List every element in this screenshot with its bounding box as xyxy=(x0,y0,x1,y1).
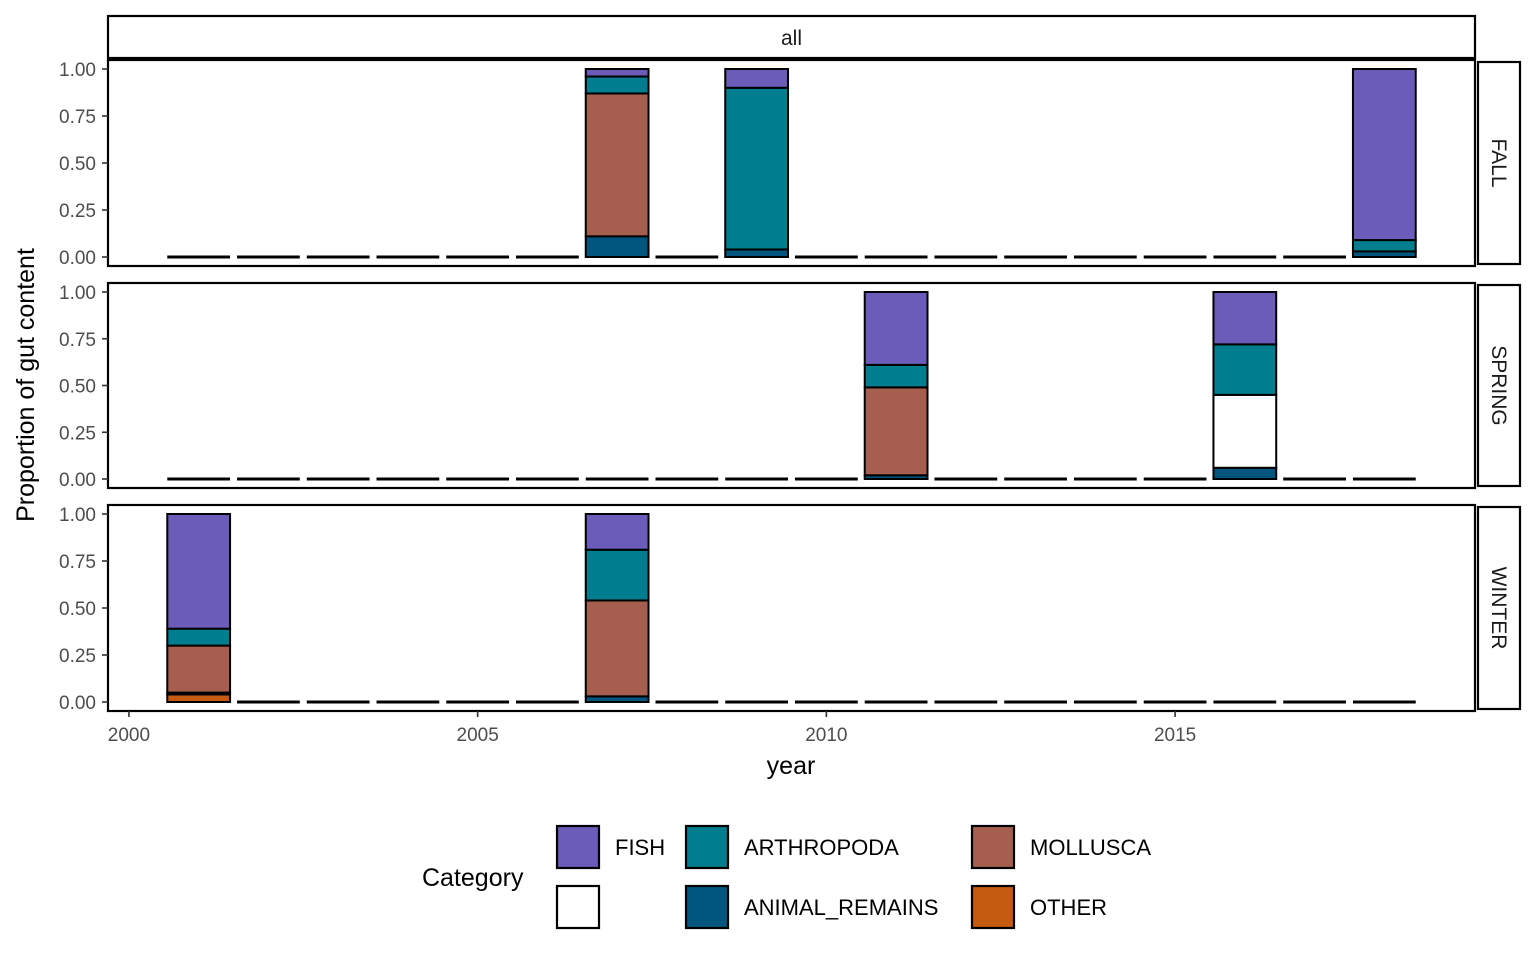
segment-animal-remains xyxy=(724,248,790,258)
facet-strip-spring xyxy=(1476,283,1522,488)
segment-mollusca xyxy=(863,386,929,477)
legend-item-fish: FISH xyxy=(555,824,665,870)
legend-item-animal-remains: ANIMAL_REMAINS xyxy=(684,884,938,930)
legend-swatch xyxy=(684,884,730,930)
facet-strip-top-label: all xyxy=(781,27,802,50)
segment-mollusca xyxy=(584,92,650,238)
bar-fall-2007 xyxy=(584,68,650,259)
panel-winter: WINTER 0.00 0.25 0.50 0.75 1.00 xyxy=(59,503,1522,714)
legend-label: OTHER xyxy=(1030,895,1107,920)
facet-strip-top-box xyxy=(106,14,1477,60)
segment-arthropoda xyxy=(166,627,232,647)
legend-swatch xyxy=(970,824,1016,870)
y-tick-label: 0.50 xyxy=(59,377,96,398)
legend: Category FISH ARTHROPODA MOLLUSCA ANIMAL_RE… xyxy=(422,824,1151,930)
legend-label: ARTHROPODA xyxy=(744,835,899,860)
segment-arthropoda xyxy=(584,75,650,95)
x-tick-label: 2010 xyxy=(805,725,847,746)
segment-other xyxy=(166,693,232,703)
facet-strip-label-spring: SPRING xyxy=(1487,345,1510,426)
segment-fish xyxy=(1212,291,1278,346)
y-tick-label: 0.00 xyxy=(59,248,96,269)
panel-border xyxy=(106,58,1477,268)
bar-fall-2018 xyxy=(1351,68,1417,259)
panel-spring: SPRING 0.00 0.25 0.50 0.75 1.00 xyxy=(59,281,1522,491)
y-axis-title: Proportion of gut content xyxy=(12,248,40,522)
segment-fish xyxy=(724,68,790,89)
panel-border xyxy=(106,503,1477,713)
x-axis-title: year xyxy=(767,752,816,780)
legend-label: FISH xyxy=(615,835,665,860)
segment-fish xyxy=(584,68,650,78)
legend-swatch xyxy=(555,884,601,930)
y-tick-label: 1.00 xyxy=(59,505,96,526)
segment-fish xyxy=(166,513,232,630)
segment-fish xyxy=(1351,68,1417,242)
segment-fish xyxy=(584,513,650,551)
legend-swatch xyxy=(684,824,730,870)
y-tick-label: 0.25 xyxy=(59,646,96,667)
segment-animal-remains xyxy=(1212,466,1278,480)
segment-blank xyxy=(1212,393,1278,469)
legend-item-arthropoda: ARTHROPODA xyxy=(684,824,899,870)
y-tick-label: 0.75 xyxy=(59,107,96,128)
facet-strip-top: all xyxy=(106,14,1477,60)
bar-winter-2001 xyxy=(166,513,232,703)
panels-layer: all FALL 0.00 0.25 0.50 0.75 1.00 SPRING 0.00 0.2… xyxy=(59,14,1522,714)
segment-arthropoda xyxy=(863,363,929,389)
legend-title: Category xyxy=(422,864,524,892)
legend-swatch xyxy=(970,884,1016,930)
bar-spring-2011 xyxy=(863,291,929,481)
y-tick-label: 1.00 xyxy=(59,283,96,304)
legend-item-blank xyxy=(555,884,601,930)
facet-strip-label-winter: WINTER xyxy=(1487,567,1510,650)
facet-strip-fall xyxy=(1476,60,1522,266)
legend-item-other: OTHER xyxy=(970,884,1107,930)
y-tick-label: 0.00 xyxy=(59,470,96,491)
y-tick-label: 0.25 xyxy=(59,423,96,444)
segment-mollusca xyxy=(584,599,650,698)
segment-mollusca xyxy=(166,644,232,694)
legend-label: ANIMAL_REMAINS xyxy=(744,895,938,920)
panel-fall: FALL 0.00 0.25 0.50 0.75 1.00 xyxy=(59,58,1522,269)
y-tick-label: 0.00 xyxy=(59,693,96,714)
x-axis: 2000 2005 2010 2015 xyxy=(108,711,1196,746)
facet-strip-winter xyxy=(1476,505,1522,711)
y-tick-label: 0.75 xyxy=(59,552,96,573)
segment-arthropoda xyxy=(1212,343,1278,396)
facet-strip-label-fall: FALL xyxy=(1487,138,1510,187)
segment-arthropoda xyxy=(1351,239,1417,253)
x-tick-label: 2000 xyxy=(108,725,150,746)
x-tick-label: 2005 xyxy=(457,725,499,746)
legend-item-mollusca: MOLLUSCA xyxy=(970,824,1151,870)
segment-fish xyxy=(863,291,929,366)
segment-animal-remains xyxy=(584,235,650,259)
y-tick-label: 0.25 xyxy=(59,201,96,222)
legend-swatch xyxy=(555,824,601,870)
bar-fall-2009 xyxy=(724,68,790,258)
y-tick-label: 0.50 xyxy=(59,599,96,620)
x-tick-label: 2015 xyxy=(1154,725,1196,746)
bar-spring-2016 xyxy=(1212,291,1278,480)
segment-arthropoda xyxy=(584,548,650,602)
y-tick-label: 0.75 xyxy=(59,330,96,351)
y-tick-label: 1.00 xyxy=(59,60,96,81)
segment-arthropoda xyxy=(724,86,790,251)
bar-winter-2007 xyxy=(584,513,650,703)
legend-label: MOLLUSCA xyxy=(1030,835,1151,860)
y-tick-label: 0.50 xyxy=(59,154,96,175)
